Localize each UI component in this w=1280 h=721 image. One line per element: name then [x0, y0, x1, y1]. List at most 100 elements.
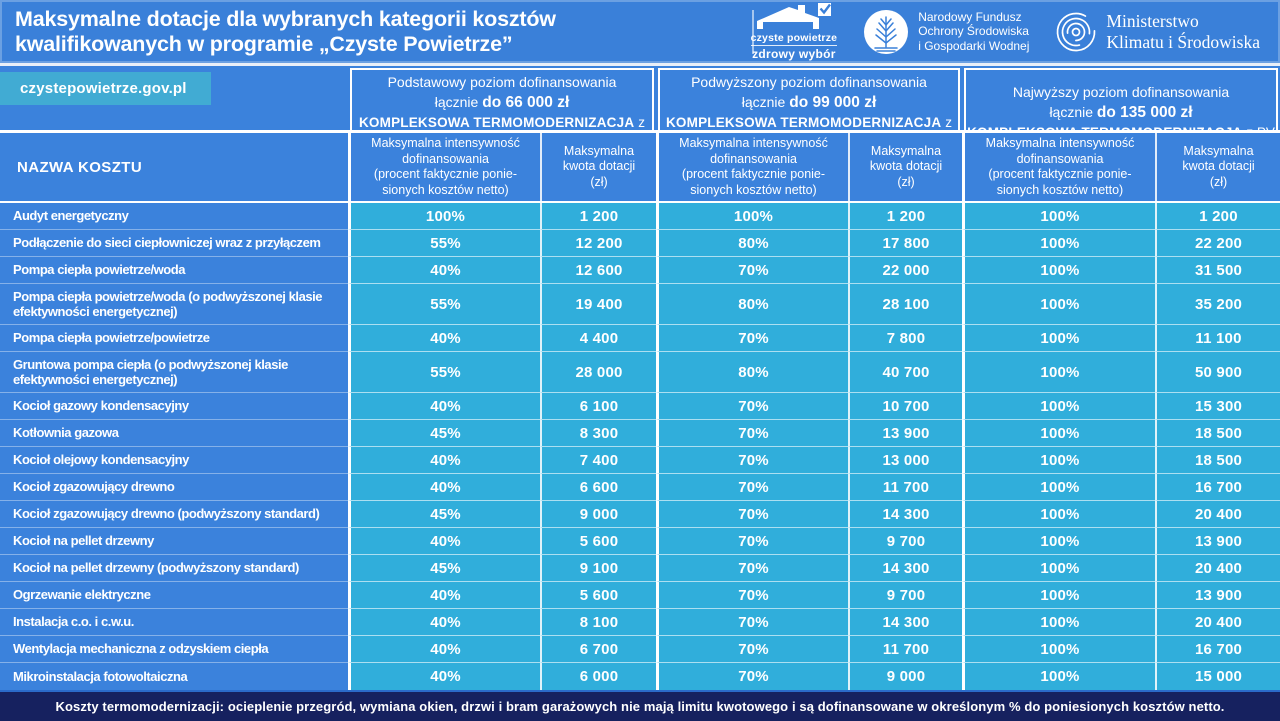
basic-amount-value: 28 000: [540, 352, 656, 393]
table-row: Kotłownia gazowa 45% 8 300 70% 13 900 10…: [0, 420, 1280, 447]
highest-amount-value: 16 700: [1155, 636, 1280, 663]
raised-intensity-value: 70%: [656, 582, 848, 609]
basic-amount-value: 9 000: [540, 501, 656, 528]
group-basic-total-amount: do 66 000 zł: [482, 94, 570, 111]
group-raised-complex-text: KOMPLEKSOWA TERMOMODERNIZACJA: [665, 115, 942, 130]
raised-amount-value: 22 000: [848, 257, 962, 284]
highest-intensity-value: 100%: [962, 474, 1155, 501]
basic-intensity-value: 45%: [348, 420, 540, 447]
raised-amount-value: 1 200: [848, 203, 962, 230]
highest-intensity-value: 100%: [962, 528, 1155, 555]
ministry-logo: Ministerstwo Klimatu i Środowiska: [1055, 11, 1260, 53]
header-divider: [752, 10, 754, 54]
header-line: sionych kosztów netto): [996, 182, 1124, 197]
raised-amount-value: 40 700: [848, 352, 962, 393]
raised-intensity-value: 70%: [656, 609, 848, 636]
basic-intensity-value: 55%: [348, 352, 540, 393]
header-line: Maksymalna: [563, 143, 635, 158]
group-basic-complex-text: KOMPLEKSOWA TERMOMODERNIZACJA: [358, 115, 635, 130]
nfosigw-logo-text: Narodowy Fundusz Ochrony Środowiska i Go…: [918, 10, 1029, 54]
basic-intensity-value: 40%: [348, 474, 540, 501]
table-row: Instalacja c.o. i c.w.u. 40% 8 100 70% 1…: [0, 609, 1280, 636]
basic-amount-value: 8 300: [540, 420, 656, 447]
header-line: kwota dotacji: [1182, 159, 1255, 174]
highest-amount-value: 20 400: [1155, 501, 1280, 528]
raised-amount-value: 9 700: [848, 582, 962, 609]
nfosigw-logo-line2: Ochrony Środowiska: [918, 24, 1029, 39]
highest-intensity-value: 100%: [962, 393, 1155, 420]
highest-intensity-value: 100%: [962, 663, 1155, 690]
basic-intensity-value: 100%: [348, 203, 540, 230]
name-column-header: NAZWA KOSZTU: [17, 158, 143, 176]
raised-amount-value: 9 000: [848, 663, 962, 690]
highest-amount-value: 22 200: [1155, 230, 1280, 257]
basic-amount-value: 5 600: [540, 528, 656, 555]
group-raised-total-prefix: łącznie: [741, 94, 786, 110]
raised-amount-value: 14 300: [848, 609, 962, 636]
group-raised-level: Podwyższony poziom dofinansowania: [691, 74, 927, 90]
raised-intensity-value: 70%: [656, 257, 848, 284]
header-line: Maksymalna intensywność: [679, 136, 828, 150]
basic-intensity-value: 55%: [348, 284, 540, 325]
raised-intensity-header: Maksymalna intensywność dofinansowania (…: [656, 133, 848, 201]
header-line: (zł): [590, 174, 608, 189]
highest-intensity-value: 100%: [962, 447, 1155, 474]
group-highest-total-amount: do 135 000 zł: [1096, 103, 1193, 121]
highest-intensity-value: 100%: [962, 284, 1155, 325]
highest-amount-value: 13 900: [1155, 528, 1280, 555]
raised-intensity-value: 70%: [656, 393, 848, 420]
basic-intensity-value: 40%: [348, 663, 540, 690]
raised-intensity-value: 70%: [656, 474, 848, 501]
cost-name-cell: Kocioł na pellet drzewny: [0, 528, 348, 555]
raised-intensity-value: 70%: [656, 636, 848, 663]
basic-intensity-value: 40%: [348, 636, 540, 663]
group-raised-total-amount: do 99 000 zł: [789, 94, 877, 111]
basic-intensity-value: 40%: [348, 609, 540, 636]
highest-intensity-value: 100%: [962, 325, 1155, 352]
cost-name-cell: Mikroinstalacja fotowoltaiczna: [0, 663, 348, 690]
highest-intensity-value: 100%: [962, 582, 1155, 609]
basic-intensity-value: 40%: [348, 393, 540, 420]
footer-note: Koszty termomodernizacji: ocieplenie prz…: [0, 690, 1280, 721]
table-row: Pompa ciepła powietrze/woda (o podwyższo…: [0, 284, 1280, 325]
table-row: Mikroinstalacja fotowoltaiczna 40% 6 000…: [0, 663, 1280, 690]
raised-amount-value: 13 900: [848, 420, 962, 447]
raised-amount-value: 13 000: [848, 447, 962, 474]
raised-intensity-value: 80%: [656, 230, 848, 257]
header-line: sionych kosztów netto): [690, 182, 817, 197]
highest-intensity-value: 100%: [962, 230, 1155, 257]
czyste-powietrze-logo: czyste powietrze zdrowy wybór: [750, 2, 838, 61]
highest-amount-value: 50 900: [1155, 352, 1280, 393]
logo-group: czyste powietrze zdrowy wybór: [750, 2, 1280, 61]
highest-amount-value: 31 500: [1155, 257, 1280, 284]
table-body: Audyt energetyczny 100% 1 200 100% 1 200…: [0, 203, 1280, 690]
basic-amount-value: 8 100: [540, 609, 656, 636]
highest-amount-value: 18 500: [1155, 420, 1280, 447]
cost-name-cell: Ogrzewanie elektryczne: [0, 582, 348, 609]
header-line: (procent faktycznie ponie-: [373, 167, 518, 181]
czyste-powietrze-logo-line2: zdrowy wybór: [752, 46, 836, 61]
highest-amount-value: 15 000: [1155, 663, 1280, 690]
raised-intensity-value: 70%: [656, 528, 848, 555]
column-headers-row: NAZWA KOSZTU Maksymalna intensywność dof…: [0, 133, 1280, 203]
basic-intensity-value: 40%: [348, 325, 540, 352]
basic-amount-value: 12 200: [540, 230, 656, 257]
basic-amount-header: Maksymalna kwota dotacji (zł): [540, 133, 656, 201]
highest-amount-value: 20 400: [1155, 555, 1280, 582]
cost-name-cell: Pompa ciepła powietrze/woda (o podwyższo…: [0, 284, 348, 325]
raised-amount-value: 14 300: [848, 501, 962, 528]
czyste-powietrze-house-icon: [756, 2, 831, 29]
raised-intensity-value: 70%: [656, 420, 848, 447]
raised-intensity-value: 70%: [656, 663, 848, 690]
highest-intensity-value: 100%: [962, 609, 1155, 636]
basic-intensity-value: 40%: [348, 257, 540, 284]
highest-amount-value: 35 200: [1155, 284, 1280, 325]
header-line: Maksymalna intensywność: [371, 136, 520, 150]
header-line: dofinansowania: [710, 151, 797, 166]
header-line: (procent faktycznie ponie-: [988, 167, 1132, 181]
cost-name-cell: Kotłownia gazowa: [0, 420, 348, 447]
raised-amount-value: 28 100: [848, 284, 962, 325]
highest-intensity-header: Maksymalna intensywność dofinansowania (…: [962, 133, 1155, 201]
highest-amount-value: 11 100: [1155, 325, 1280, 352]
